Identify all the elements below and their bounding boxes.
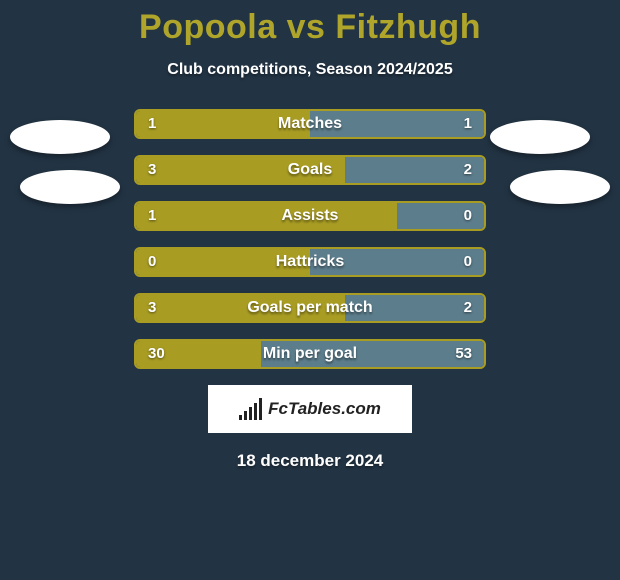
crest-ellipse xyxy=(20,170,120,204)
stat-bar-left xyxy=(136,157,345,183)
stat-value-right: 0 xyxy=(464,247,472,277)
stat-bar-track xyxy=(134,339,486,369)
stat-value-left: 1 xyxy=(148,201,156,231)
stat-value-left: 3 xyxy=(148,293,156,323)
subtitle: Club competitions, Season 2024/2025 xyxy=(0,61,620,79)
stat-bar-right xyxy=(261,341,484,367)
logo-bar xyxy=(239,415,242,420)
vs-separator: vs xyxy=(287,8,326,46)
stat-bar-track xyxy=(134,155,486,185)
stat-value-left: 1 xyxy=(148,109,156,139)
logo-bar xyxy=(249,407,252,420)
stat-bar-left xyxy=(136,295,345,321)
crest-ellipse xyxy=(510,170,610,204)
stat-value-right: 1 xyxy=(464,109,472,139)
stat-value-left: 3 xyxy=(148,155,156,185)
stat-bar-left xyxy=(136,203,397,229)
stat-bar-track xyxy=(134,109,486,139)
stat-bar-track xyxy=(134,293,486,323)
stat-row: 11Matches xyxy=(134,109,486,139)
stat-row: 32Goals per match xyxy=(134,293,486,323)
logo-bar xyxy=(259,398,262,420)
stat-bar-right xyxy=(310,249,484,275)
player-left-name: Popoola xyxy=(139,8,277,46)
stat-bar-right xyxy=(310,111,484,137)
stat-row: 3053Min per goal xyxy=(134,339,486,369)
logo-bar xyxy=(254,403,257,420)
logo-bar xyxy=(244,411,247,420)
crest-ellipse xyxy=(10,120,110,154)
crest-ellipse xyxy=(490,120,590,154)
stat-value-right: 0 xyxy=(464,201,472,231)
player-right-name: Fitzhugh xyxy=(335,8,481,46)
stat-value-right: 53 xyxy=(455,339,472,369)
logo-bars-icon xyxy=(239,398,262,420)
stat-bar-left xyxy=(136,111,310,137)
logo-text: FcTables.com xyxy=(268,399,381,419)
stat-row: 00Hattricks xyxy=(134,247,486,277)
title: Popoola vs Fitzhugh xyxy=(0,0,620,47)
stat-value-left: 30 xyxy=(148,339,165,369)
stat-value-left: 0 xyxy=(148,247,156,277)
stat-bar-track xyxy=(134,201,486,231)
stat-value-right: 2 xyxy=(464,155,472,185)
comparison-infographic: Popoola vs Fitzhugh Club competitions, S… xyxy=(0,0,620,580)
stat-row: 10Assists xyxy=(134,201,486,231)
stat-row: 32Goals xyxy=(134,155,486,185)
stat-bar-left xyxy=(136,249,310,275)
footer-date: 18 december 2024 xyxy=(0,451,620,471)
logo-box: FcTables.com xyxy=(208,385,412,433)
stat-value-right: 2 xyxy=(464,293,472,323)
stat-bar-track xyxy=(134,247,486,277)
